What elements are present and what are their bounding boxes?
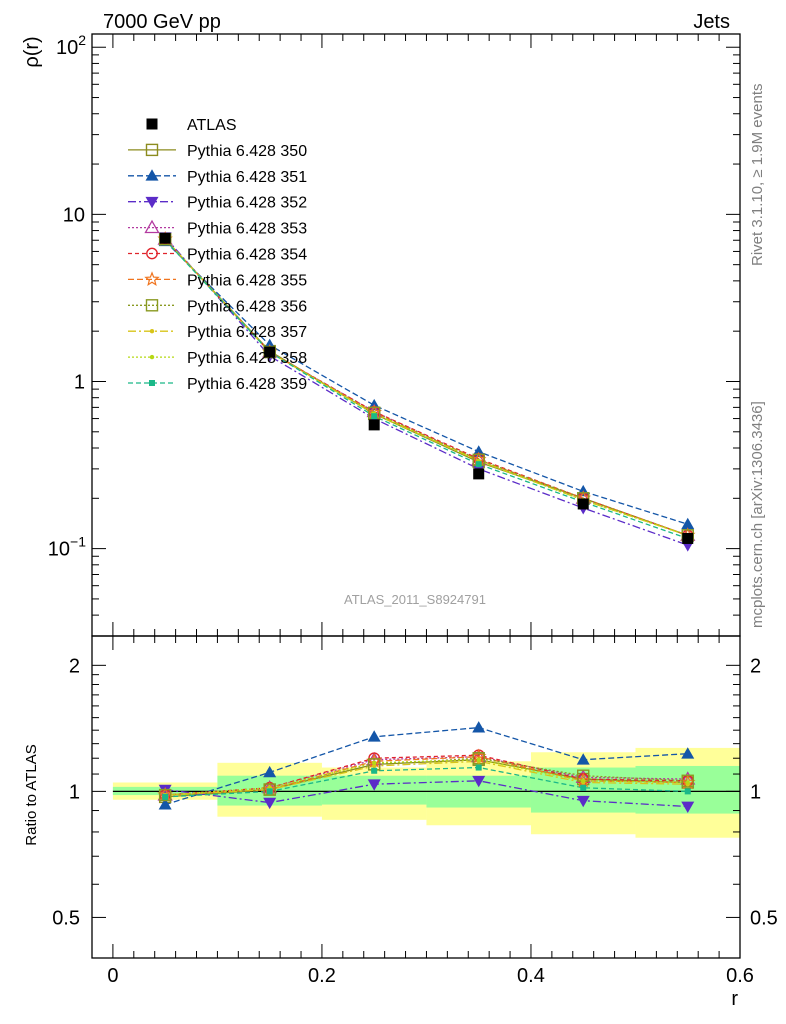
header-left: 7000 GeV pp bbox=[103, 11, 221, 33]
ratio-point-352 bbox=[263, 797, 277, 810]
ratio-point-358 bbox=[371, 760, 377, 766]
main-y-label: ρ(r) bbox=[21, 36, 43, 67]
ratio-y-tick-label-right: 1 bbox=[750, 781, 761, 803]
x-tick-label: 0 bbox=[107, 965, 118, 987]
ratio-point-359 bbox=[266, 788, 273, 795]
main-line-351 bbox=[164, 240, 688, 525]
main-axes: 10−1 1 10 102 bbox=[48, 32, 741, 637]
legend-label: Pythia 6.428 358 bbox=[187, 350, 307, 367]
legend-label: ATLAS bbox=[187, 117, 237, 134]
main-series bbox=[157, 231, 696, 552]
legend-marker bbox=[146, 118, 158, 130]
main-point-351 bbox=[681, 517, 695, 530]
main-y-tick-label: 10 bbox=[63, 204, 85, 226]
ratio-series bbox=[157, 721, 696, 814]
legend: ATLAS Pythia 6.428 350 Pythia 6.428 351 Pyt… bbox=[128, 117, 307, 393]
legend-marker bbox=[149, 329, 155, 334]
main-y-tick-label: 10−1 bbox=[48, 534, 86, 561]
ratio-line-352 bbox=[165, 780, 688, 808]
atlas-point bbox=[159, 232, 171, 244]
ratio-line-357 bbox=[165, 760, 688, 796]
ratio-point-352 bbox=[367, 779, 381, 791]
header-right: Jets bbox=[693, 11, 730, 33]
ratio-point-358 bbox=[476, 757, 481, 762]
main-line-359 bbox=[164, 239, 688, 540]
atlas-point bbox=[368, 419, 380, 431]
ratio-point-359 bbox=[162, 793, 169, 800]
atlas-point bbox=[577, 498, 589, 510]
ratio-axes: 0.5 0.5 1 1 2 2 0 0.2 0.4 0.6 bbox=[52, 635, 778, 987]
mcplots-label: mcplots.cern.ch [arXiv:1306.3436] bbox=[749, 401, 766, 628]
ratio-line-353 bbox=[165, 756, 688, 796]
ratio-point-359 bbox=[580, 784, 587, 791]
ratio-line-354 bbox=[165, 754, 688, 796]
x-tick-label: 0.2 bbox=[308, 965, 336, 987]
x-axis-label: r bbox=[731, 988, 738, 1010]
ratio-y-label: Ratio to ATLAS bbox=[23, 744, 40, 845]
analysis-id: ATLAS_2011_S8924791 bbox=[344, 592, 486, 607]
ratio-point-352 bbox=[576, 795, 590, 808]
ratio-point-358 bbox=[581, 778, 586, 783]
legend-label: Pythia 6.428 357 bbox=[187, 324, 307, 341]
ratio-point-351 bbox=[367, 730, 381, 742]
ratio-y-tick-label-right: 0.5 bbox=[750, 907, 778, 929]
ratio-point-351 bbox=[158, 798, 172, 810]
ratio-point-351 bbox=[263, 765, 277, 778]
ratio-line-351 bbox=[165, 726, 688, 806]
legend-label: Pythia 6.428 351 bbox=[187, 169, 307, 186]
ratio-point-351 bbox=[472, 721, 486, 733]
legend-marker bbox=[145, 299, 159, 312]
main-y-tick-label: 102 bbox=[56, 32, 86, 59]
ratio-frame bbox=[91, 635, 741, 959]
ratio-point-358 bbox=[685, 780, 690, 785]
ratio-point-351 bbox=[576, 753, 590, 765]
rivet-label: Rivet 3.1.10, ≥ 1.9M events bbox=[749, 84, 766, 267]
ratio-y-tick-label: 2 bbox=[69, 655, 80, 677]
ratio-point-356 bbox=[472, 752, 485, 765]
legend-marker bbox=[149, 380, 155, 386]
legend-marker bbox=[145, 196, 159, 209]
main-line-358 bbox=[164, 238, 688, 537]
ratio-point-359 bbox=[684, 788, 691, 795]
ratio-point-352 bbox=[681, 801, 695, 814]
legend-label: Pythia 6.428 354 bbox=[187, 247, 307, 264]
ratio-point-359 bbox=[371, 767, 378, 774]
ratio-y-tick-label-right: 2 bbox=[750, 655, 761, 677]
legend-marker bbox=[144, 271, 160, 287]
main-line-352 bbox=[164, 236, 688, 546]
atlas-point bbox=[473, 468, 485, 480]
legend-marker bbox=[145, 143, 159, 157]
legend-marker bbox=[144, 219, 160, 234]
x-tick-label: 0.6 bbox=[726, 965, 754, 987]
legend-marker bbox=[146, 247, 158, 260]
legend-label: Pythia 6.428 350 bbox=[187, 143, 307, 160]
ratio-line-358 bbox=[165, 759, 688, 796]
main-panel: ATLAS_2011_S8924791 10−1 1 10 102 ρ(r) ATLA… bbox=[21, 32, 741, 637]
ratio-point-352 bbox=[472, 775, 486, 788]
atlas-point bbox=[682, 532, 694, 544]
ratio-point-356 bbox=[158, 788, 172, 802]
ratio-panel: 0.5 0.5 1 1 2 2 0 0.2 0.4 0.6 Ratio to ATLAS r bbox=[23, 635, 778, 1010]
x-tick-label: 0.4 bbox=[517, 965, 545, 987]
legend-marker bbox=[149, 354, 155, 360]
ratio-point-351 bbox=[681, 747, 695, 759]
legend-label: Pythia 6.428 352 bbox=[187, 195, 307, 212]
main-point-359 bbox=[371, 413, 378, 420]
ratio-point-357 bbox=[371, 763, 377, 769]
main-point-359 bbox=[475, 461, 482, 468]
legend-label: Pythia 6.428 356 bbox=[187, 298, 307, 315]
ratio-y-tick-label: 1 bbox=[69, 781, 80, 803]
atlas-point bbox=[264, 346, 276, 358]
legend-label: Pythia 6.428 353 bbox=[187, 221, 307, 238]
ratio-point-356 bbox=[263, 783, 276, 796]
legend-label: Pythia 6.428 359 bbox=[187, 376, 307, 393]
main-y-tick-label: 1 bbox=[74, 371, 85, 393]
legend-marker bbox=[145, 169, 159, 181]
ratio-point-359 bbox=[475, 764, 482, 771]
legend-label: Pythia 6.428 355 bbox=[187, 272, 307, 289]
ratio-y-tick-label: 0.5 bbox=[52, 907, 80, 929]
